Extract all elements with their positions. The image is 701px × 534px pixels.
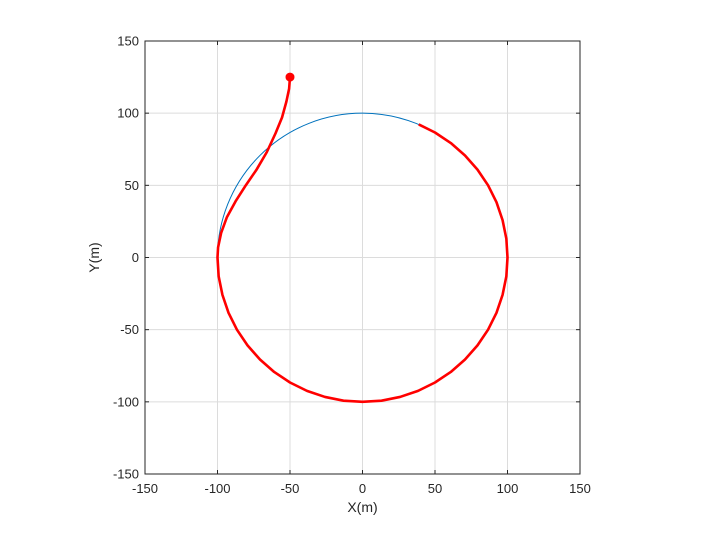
y-tick-label: -150: [113, 467, 139, 482]
ticks: -150 -100 -50 0 50 100 150 -150 -100 -50 0 50 100 150: [113, 34, 591, 497]
x-tick-label: -150: [132, 481, 158, 496]
x-tick-label: 0: [359, 481, 366, 496]
y-tick-label: 0: [132, 250, 139, 265]
x-tick-label: -100: [204, 481, 230, 496]
y-tick-label: 150: [117, 34, 139, 49]
trajectory-line: [216, 76, 509, 404]
start-point-marker: [285, 72, 295, 82]
x-tick-label: 100: [497, 481, 519, 496]
y-tick-label: -100: [113, 394, 139, 409]
y-tick-label: -50: [120, 322, 139, 337]
x-tick-label: 50: [428, 481, 442, 496]
y-tick-label: 100: [117, 106, 139, 121]
y-axis-label: Y(m): [86, 242, 102, 272]
x-tick-label: 150: [569, 481, 591, 496]
series: [216, 72, 509, 404]
x-axis-label: X(m): [347, 499, 377, 515]
y-tick-label: 50: [125, 178, 139, 193]
x-tick-label: -50: [281, 481, 300, 496]
